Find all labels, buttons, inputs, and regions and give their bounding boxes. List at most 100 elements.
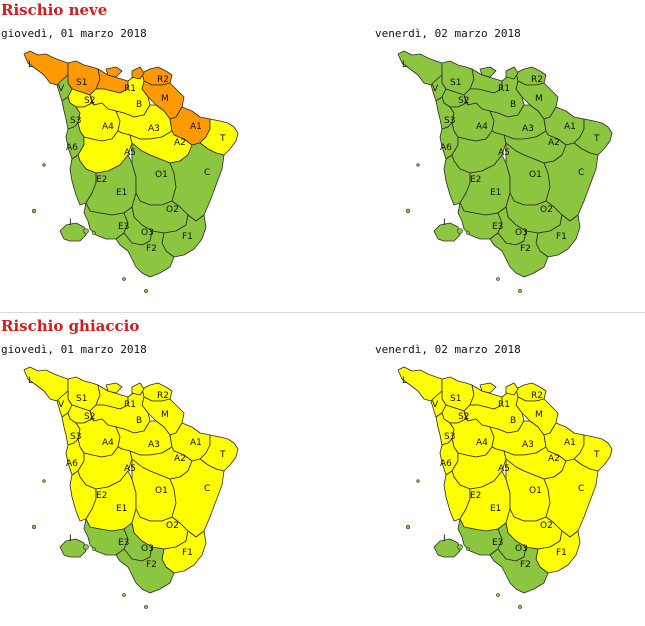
zone-extra [479,66,497,78]
map-date-label: giovedì, 01 marzo 2018 [1,343,147,356]
zone-label: A5 [124,148,136,158]
zone-label: A6 [440,143,452,153]
section-rischio-ghiaccio: Rischio ghiaccio giovedì, 01 marzo 2018 … [0,312,645,626]
zone-label: F2 [146,244,157,254]
zone-label: O3 [141,544,154,554]
zone-label: F2 [520,560,531,570]
zone-extra [105,66,123,78]
zone-label: S3 [444,432,455,442]
zone-label: F1 [182,232,193,242]
zone-label: A4 [102,438,114,448]
zone-label: A5 [498,148,510,158]
zone-t [573,434,613,472]
zone-label: T [219,450,226,460]
zone-label: A2 [174,138,186,148]
zone-f2 [115,230,175,278]
zone-t [199,118,239,156]
zone-label: R2 [157,391,169,401]
zone-label: A1 [190,438,202,448]
zone-label: E1 [116,188,127,198]
islet-shape [457,544,463,550]
zone-label: A6 [66,143,78,153]
zone-label: A3 [522,440,534,450]
islet-shape [92,231,96,235]
map-date-label: venerdì, 02 marzo 2018 [375,343,521,356]
zone-label: A6 [66,459,78,469]
zone-label: O2 [166,205,179,215]
islet-shape [416,163,420,167]
zone-label: C [578,168,584,178]
zone-label: R1 [124,84,136,94]
tuscany-risk-map: L S1 V S2 R1 R2 M B S3 A4 A3 A6 A5 A1 A2 T E2 E1 O1 C I E3 O2 O… [23,50,239,293]
zone-label: A4 [476,438,488,448]
zone-label: E2 [96,175,107,185]
zone-f1 [535,214,581,258]
zone-label: V [58,400,65,410]
zone-label: S2 [84,412,95,422]
zone-label: A1 [190,122,202,132]
zone-i [433,222,461,242]
islet-shape [466,231,470,235]
zone-label: M [161,94,169,104]
zone-label: F1 [556,232,567,242]
zone-label: A1 [564,122,576,132]
zone-label: S3 [444,116,455,126]
map-date-label: giovedì, 01 marzo 2018 [1,27,147,40]
zone-label: R1 [498,400,510,410]
zone-label: S1 [450,78,461,88]
zone-label: O3 [141,228,154,238]
zone-label: A2 [174,454,186,464]
zone-label: I [443,218,446,228]
zone-label: L [28,60,33,70]
zone-extra [131,66,145,80]
section-title: Rischio neve [1,1,108,19]
zone-label: R1 [498,84,510,94]
zone-extra [505,382,519,396]
zone-label: S3 [70,116,81,126]
zone-label: E1 [490,188,501,198]
section-title: Rischio ghiaccio [1,317,140,335]
zone-i [59,222,87,242]
zone-label: I [69,218,72,228]
zone-label: E1 [490,504,501,514]
islet-shape [144,605,148,609]
zone-label: A5 [124,464,136,474]
zone-t [573,118,613,156]
zone-label: V [432,400,439,410]
map-date-label: venerdì, 02 marzo 2018 [375,27,521,40]
islet-shape [42,479,46,483]
zone-label: B [136,416,142,426]
zone-label: O2 [540,205,553,215]
zone-label: E1 [116,504,127,514]
tuscany-risk-map: L S1 V S2 R1 R2 M B S3 A4 A3 A6 A5 A1 A2 T E2 E1 O1 C I E3 O2 O… [397,366,613,609]
zone-t [199,434,239,472]
zone-label: L [402,60,407,70]
zone-f1 [535,530,581,574]
tuscany-risk-map: L S1 V S2 R1 R2 M B S3 A4 A3 A6 A5 A1 A2 T E2 E1 O1 C I E3 O2 O… [397,50,613,293]
zone-label: C [204,168,210,178]
zone-label: T [593,450,600,460]
zone-label: A1 [564,438,576,448]
islet-shape [31,208,37,214]
tuscany-risk-map: L S1 V S2 R1 R2 M B S3 A4 A3 A6 A5 A1 A2 T E2 E1 O1 C I E3 O2 O… [23,366,239,609]
islet-shape [83,228,89,234]
islet-shape [31,524,37,530]
zone-label: T [593,134,600,144]
zone-label: A3 [148,124,160,134]
zone-label: S2 [458,96,469,106]
zone-f2 [489,230,549,278]
zone-label: F2 [520,244,531,254]
zone-label: A2 [548,138,560,148]
zone-i [59,538,87,558]
islet-shape [518,605,522,609]
zone-extra [105,382,123,394]
zone-label: F2 [146,560,157,570]
zone-label: T [219,134,226,144]
zone-label: A2 [548,454,560,464]
zone-f1 [161,214,207,258]
zone-extra [479,382,497,394]
islet-shape [83,544,89,550]
zone-label: O1 [155,170,168,180]
zone-label: I [69,534,72,544]
zone-label: S1 [76,78,87,88]
